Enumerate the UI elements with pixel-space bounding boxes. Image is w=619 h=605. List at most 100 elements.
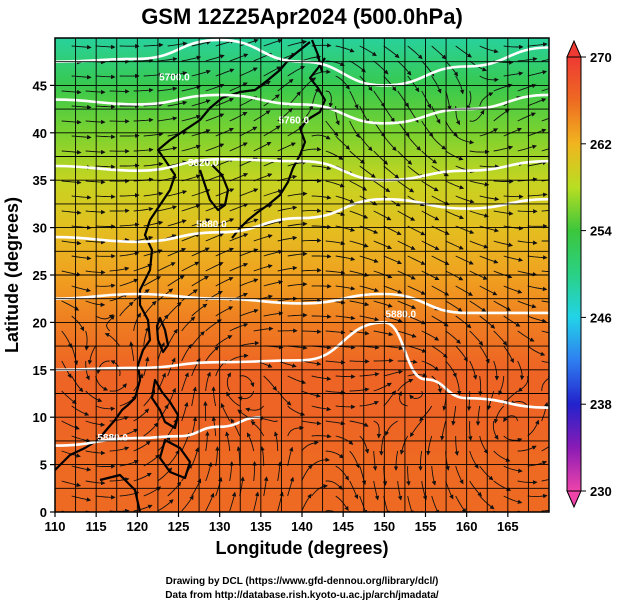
streamline: [493, 270, 513, 279]
streamline: [143, 132, 164, 137]
streamline: [119, 163, 140, 168]
streamline: [71, 44, 92, 50]
streamline: [239, 308, 259, 317]
streamline: [373, 90, 385, 108]
streamline: [325, 150, 344, 160]
streamline: [191, 386, 197, 407]
streamline: [541, 240, 549, 242]
streamline: [517, 480, 538, 485]
streamline: [157, 116, 178, 122]
streamline: [277, 107, 293, 122]
streamline: [373, 270, 393, 279]
streamline: [397, 510, 399, 512]
x-tick-label: 135: [250, 519, 272, 534]
streamline: [61, 210, 82, 215]
streamline: [263, 476, 269, 497]
streamline: [325, 90, 334, 108]
streamline: [274, 431, 279, 452]
streamline: [397, 180, 415, 193]
streamline: [311, 165, 332, 171]
streamline: [349, 330, 370, 336]
colorbar-tick-label: 254: [590, 224, 612, 239]
streamline: [133, 263, 153, 272]
streamline: [143, 161, 164, 167]
streamline: [229, 53, 249, 62]
streamline: [469, 330, 484, 346]
streamline: [277, 235, 298, 242]
streamline: [498, 375, 505, 396]
streamline: [335, 195, 355, 203]
streamline: [287, 191, 308, 197]
streamline: [191, 99, 211, 107]
streamline: [143, 102, 164, 107]
streamline: [143, 42, 164, 48]
streamline: [552, 42, 571, 46]
streamline: [469, 149, 490, 155]
streamline: [493, 179, 514, 184]
streamline: [325, 270, 346, 275]
streamline: [469, 450, 479, 469]
streamline: [527, 255, 548, 260]
x-tick-label: 150: [373, 519, 395, 534]
streamline: [225, 431, 231, 452]
streamline: [167, 387, 176, 407]
streamline: [109, 446, 130, 452]
x-tick-label: 130: [209, 519, 231, 534]
credit-line-1: Drawing by DCL (https://www.gfd-dennou.o…: [166, 576, 439, 587]
streamline: [407, 285, 426, 295]
streamline: [215, 218, 235, 227]
streamline: [263, 249, 283, 257]
streamline: [215, 306, 234, 317]
contour-label: 5880.0: [97, 433, 128, 444]
coastline-japan: [231, 57, 327, 239]
streamline: [397, 210, 416, 221]
y-tick-label: 40: [33, 126, 47, 141]
streamline: [445, 150, 464, 161]
streamline: [133, 504, 153, 512]
streamline: [445, 210, 464, 220]
streamline: [95, 405, 116, 412]
y-tick-label: 10: [33, 410, 47, 425]
streamline: [236, 446, 242, 466]
colorbar: 230 238 246 254 262 270: [566, 39, 612, 509]
streamline: [181, 343, 192, 362]
streamline: [359, 495, 368, 512]
streamline: [359, 225, 379, 234]
streamline: [245, 405, 265, 412]
streamline: [325, 420, 346, 426]
streamline: [517, 330, 535, 342]
streamline: [263, 375, 277, 391]
streamline: [479, 345, 490, 364]
streamline: [301, 420, 322, 426]
streamline: [85, 361, 90, 381]
streamline: [301, 104, 314, 122]
streamline: [191, 331, 205, 347]
streamline: [253, 491, 260, 512]
streamline: [383, 75, 397, 92]
streamline: [455, 255, 474, 265]
streamline: [143, 422, 159, 437]
streamline: [287, 281, 308, 287]
y-tick-label: 35: [33, 173, 47, 188]
streamline: [373, 240, 392, 250]
streamline: [95, 134, 116, 140]
streamline: [119, 278, 139, 287]
streamline: [359, 255, 379, 263]
streamline: [311, 314, 332, 319]
streamline: [335, 374, 356, 379]
x-tick-label: 140: [291, 519, 313, 534]
streamline: [119, 428, 139, 437]
streamline: [95, 74, 116, 80]
streamline: [455, 345, 468, 362]
streamline: [421, 360, 439, 371]
streamline: [85, 179, 106, 185]
streamline: [467, 420, 473, 441]
streamline: [527, 493, 548, 499]
streamline: [552, 421, 564, 436]
streamline: [469, 240, 489, 249]
streamline: [373, 382, 392, 392]
streamline: [311, 405, 332, 412]
streamline: [379, 435, 385, 456]
streamline: [215, 476, 223, 497]
streamline: [61, 180, 82, 185]
